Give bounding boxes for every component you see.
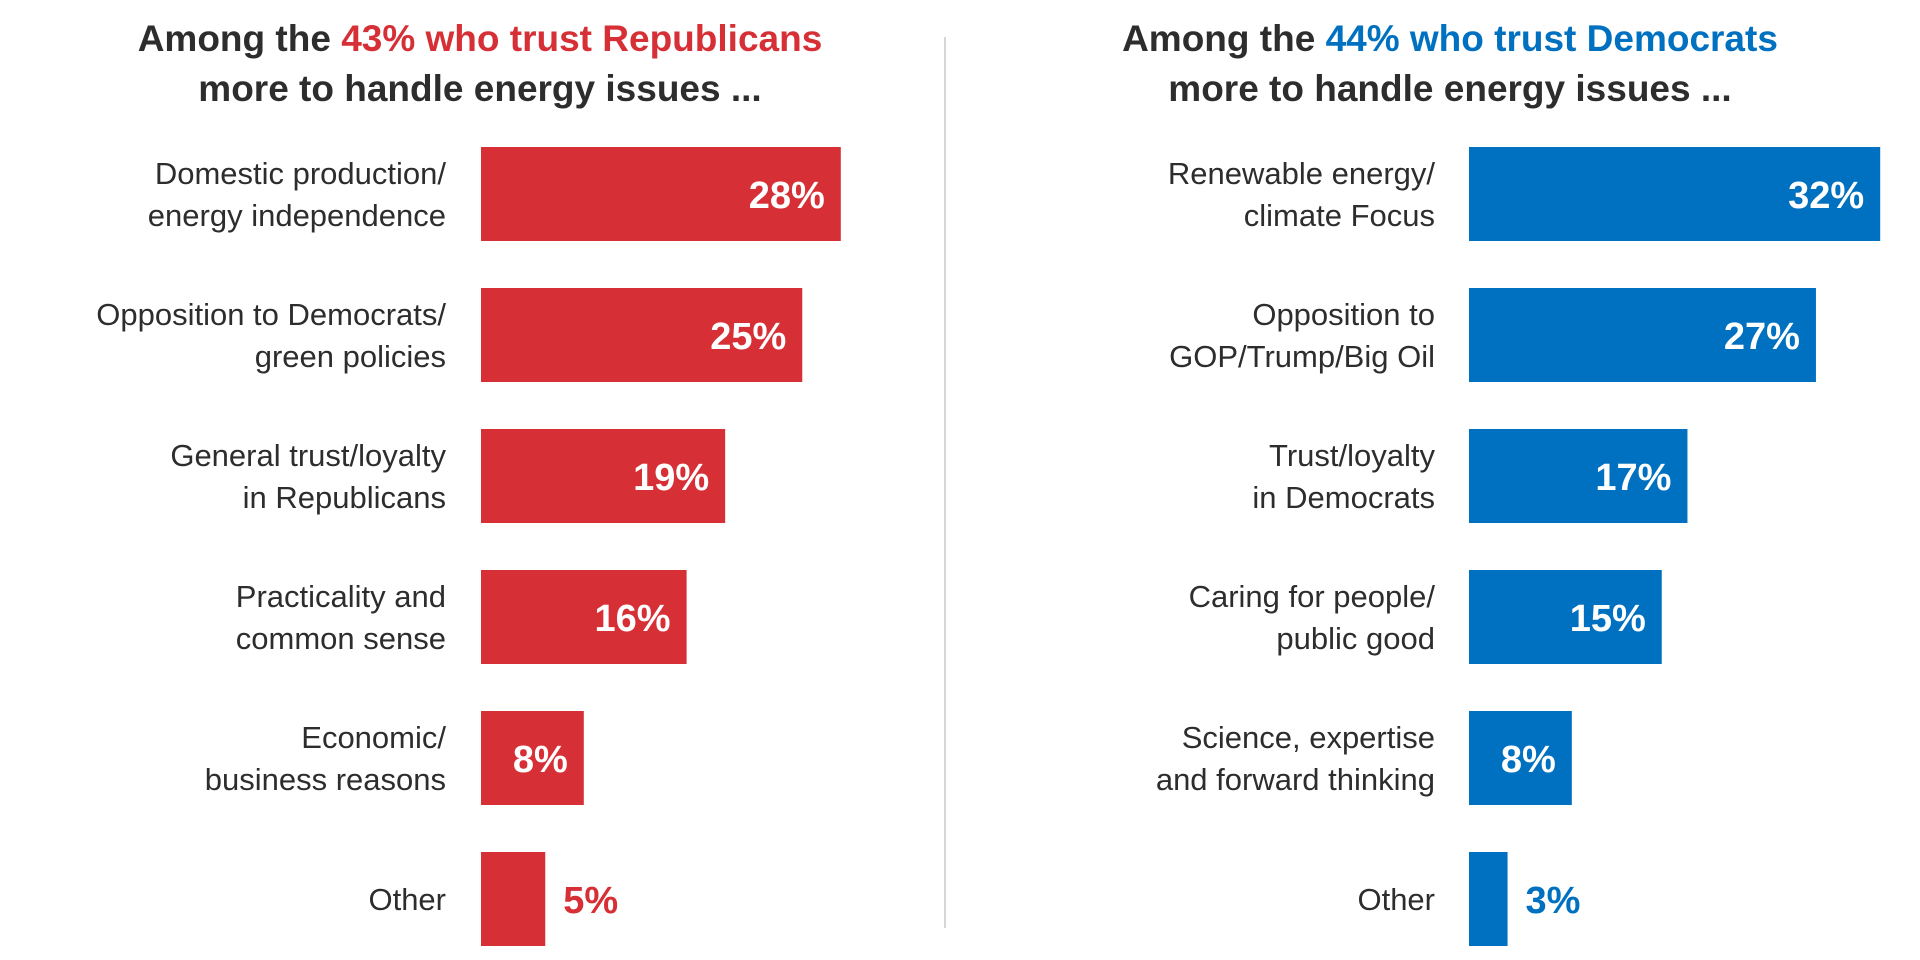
value-label: 5% <box>563 880 618 922</box>
right-chart-title: Among the 44% who trust Democrats more t… <box>1060 14 1840 114</box>
value-label: 16% <box>595 598 671 640</box>
category-label: Trust/loyalty in Democrats <box>1252 438 1435 515</box>
category-label: Economic/business reasons <box>205 720 447 797</box>
category-label: Science, expertise and forward thinking <box>1156 720 1435 797</box>
right-title-line1: Among the 44% who trust Democrats <box>1060 14 1840 64</box>
right-title-highlight: 44% who trust Democrats <box>1325 18 1778 59</box>
bar <box>1469 147 1881 241</box>
category-label-line: business reasons <box>205 762 446 797</box>
category-label-line: common sense <box>236 621 446 656</box>
category-label-line: green policies <box>255 339 446 374</box>
left-chart: Domestic production/energy independence 2… <box>96 147 841 946</box>
panel-divider <box>944 37 946 928</box>
category-label-line: General trust/loyalty <box>170 438 446 473</box>
bar <box>481 852 546 946</box>
category-label-line: Opposition to <box>1252 297 1435 332</box>
value-label: 8% <box>513 739 568 781</box>
right-chart: Renewable energy/climate Focus 32% Opposit… <box>1156 147 1881 946</box>
bar <box>481 711 584 805</box>
right-title-prefix: Among the <box>1122 18 1326 59</box>
category-label-line: Economic/ <box>301 720 446 755</box>
category-label-line: in Democrats <box>1252 480 1435 515</box>
bar <box>1469 852 1508 946</box>
category-label-line: Opposition to Democrats/ <box>96 297 446 332</box>
category-label: Other <box>368 882 446 917</box>
category-label-line: Caring for people/ <box>1189 579 1436 614</box>
bar <box>481 288 803 382</box>
category-label: Opposition to Democrats/green policies <box>96 297 446 374</box>
left-title-highlight: 43% who trust Republicans <box>341 18 823 59</box>
category-label: Renewable energy/climate Focus <box>1168 156 1436 233</box>
value-label: 32% <box>1788 175 1864 217</box>
category-label-line: in Republicans <box>243 480 446 515</box>
category-label-line: Practicality and <box>236 579 446 614</box>
category-label-line: Other <box>368 882 446 917</box>
bar <box>481 147 841 241</box>
bar <box>1469 711 1572 805</box>
category-label-line: Renewable energy/ <box>1168 156 1436 191</box>
left-chart-title: Among the 43% who trust Republicans more… <box>90 14 870 114</box>
value-label: 3% <box>1526 880 1581 922</box>
category-label: Opposition to GOP/Trump/Big Oil <box>1169 297 1435 374</box>
category-label: Domestic production/energy independence <box>148 156 447 233</box>
category-label-line: and forward thinking <box>1156 762 1435 797</box>
bar <box>1469 570 1662 664</box>
value-label: 27% <box>1724 316 1800 358</box>
value-label: 8% <box>1501 739 1556 781</box>
value-label: 25% <box>710 316 786 358</box>
bar <box>1469 429 1688 523</box>
bar <box>481 570 687 664</box>
category-label: Caring for people/public good <box>1189 579 1436 656</box>
category-label-line: Trust/loyalty <box>1269 438 1435 473</box>
right-title-line2: more to handle energy issues ... <box>1168 68 1732 109</box>
category-label: Other <box>1357 882 1435 917</box>
value-label: 15% <box>1570 598 1646 640</box>
left-title-line2: more to handle energy issues ... <box>198 68 762 109</box>
category-label-line: energy independence <box>148 198 446 233</box>
category-label-line: GOP/Trump/Big Oil <box>1169 339 1435 374</box>
bar <box>481 429 726 523</box>
value-label: 19% <box>633 457 709 499</box>
category-label-line: Science, expertise <box>1182 720 1435 755</box>
category-label-line: Domestic production/ <box>155 156 447 191</box>
value-label: 28% <box>749 175 825 217</box>
left-title-prefix: Among the <box>137 18 342 59</box>
category-label-line: Other <box>1357 882 1435 917</box>
value-label: 17% <box>1595 457 1671 499</box>
category-label-line: public good <box>1276 621 1435 656</box>
bar <box>1469 288 1816 382</box>
left-title-line1: Among the 43% who trust Republicans <box>90 14 870 64</box>
category-label: General trust/loyalty in Republicans <box>170 438 446 515</box>
category-label: Practicality and common sense <box>236 579 446 656</box>
category-label-line: climate Focus <box>1244 198 1435 233</box>
